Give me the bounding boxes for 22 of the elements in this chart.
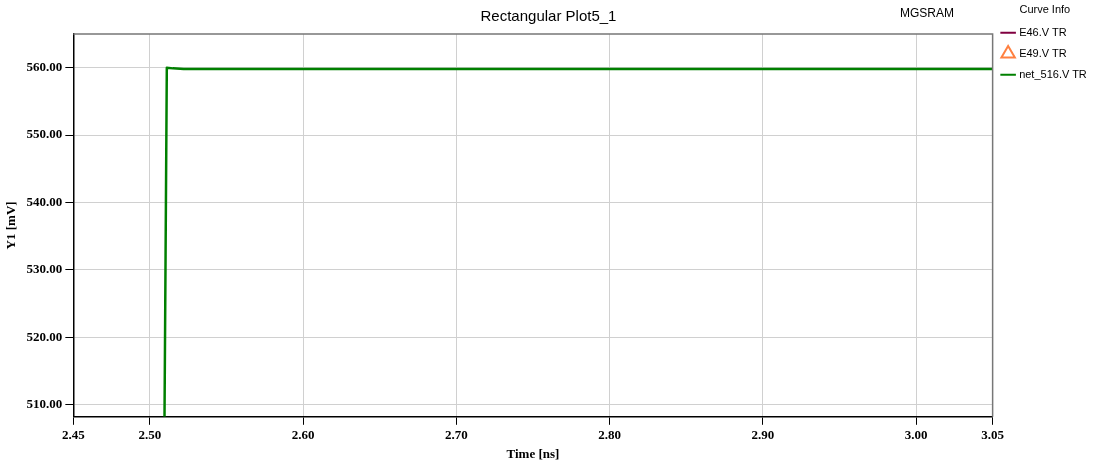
y-tick-label: 560.00 bbox=[26, 59, 63, 75]
legend-label: E46.V TR bbox=[1019, 25, 1067, 38]
y-tick-label: 550.00 bbox=[26, 126, 63, 142]
y-tick-label: 520.00 bbox=[26, 328, 63, 344]
y-tick-label: 510.00 bbox=[26, 396, 63, 412]
chart-title: Rectangular Plot5_1 bbox=[480, 7, 617, 25]
legend-title: Curve Info bbox=[1019, 2, 1071, 15]
x-tick-label: 3.00 bbox=[904, 426, 928, 442]
text: MGSRAM bbox=[900, 6, 954, 20]
x-axis-title: Time [ns] bbox=[506, 445, 560, 461]
y-axis-title: Y1 [mV] bbox=[3, 201, 19, 250]
legend-label: net_516.V TR bbox=[1019, 67, 1087, 80]
x-tick-label: 2.45 bbox=[61, 426, 86, 442]
legend-label: E49.V TR bbox=[1019, 46, 1067, 59]
x-tick-label: 2.90 bbox=[751, 426, 775, 442]
x-tick-label: 2.80 bbox=[598, 426, 621, 442]
x-tick-label: 2.50 bbox=[138, 426, 162, 442]
x-tick-label: 2.60 bbox=[291, 426, 315, 442]
y-tick-label: 540.00 bbox=[26, 193, 63, 209]
y-tick-label: 530.00 bbox=[26, 261, 63, 277]
x-tick-label: 2.70 bbox=[445, 426, 468, 442]
x-tick-label: 3.05 bbox=[981, 426, 1005, 442]
